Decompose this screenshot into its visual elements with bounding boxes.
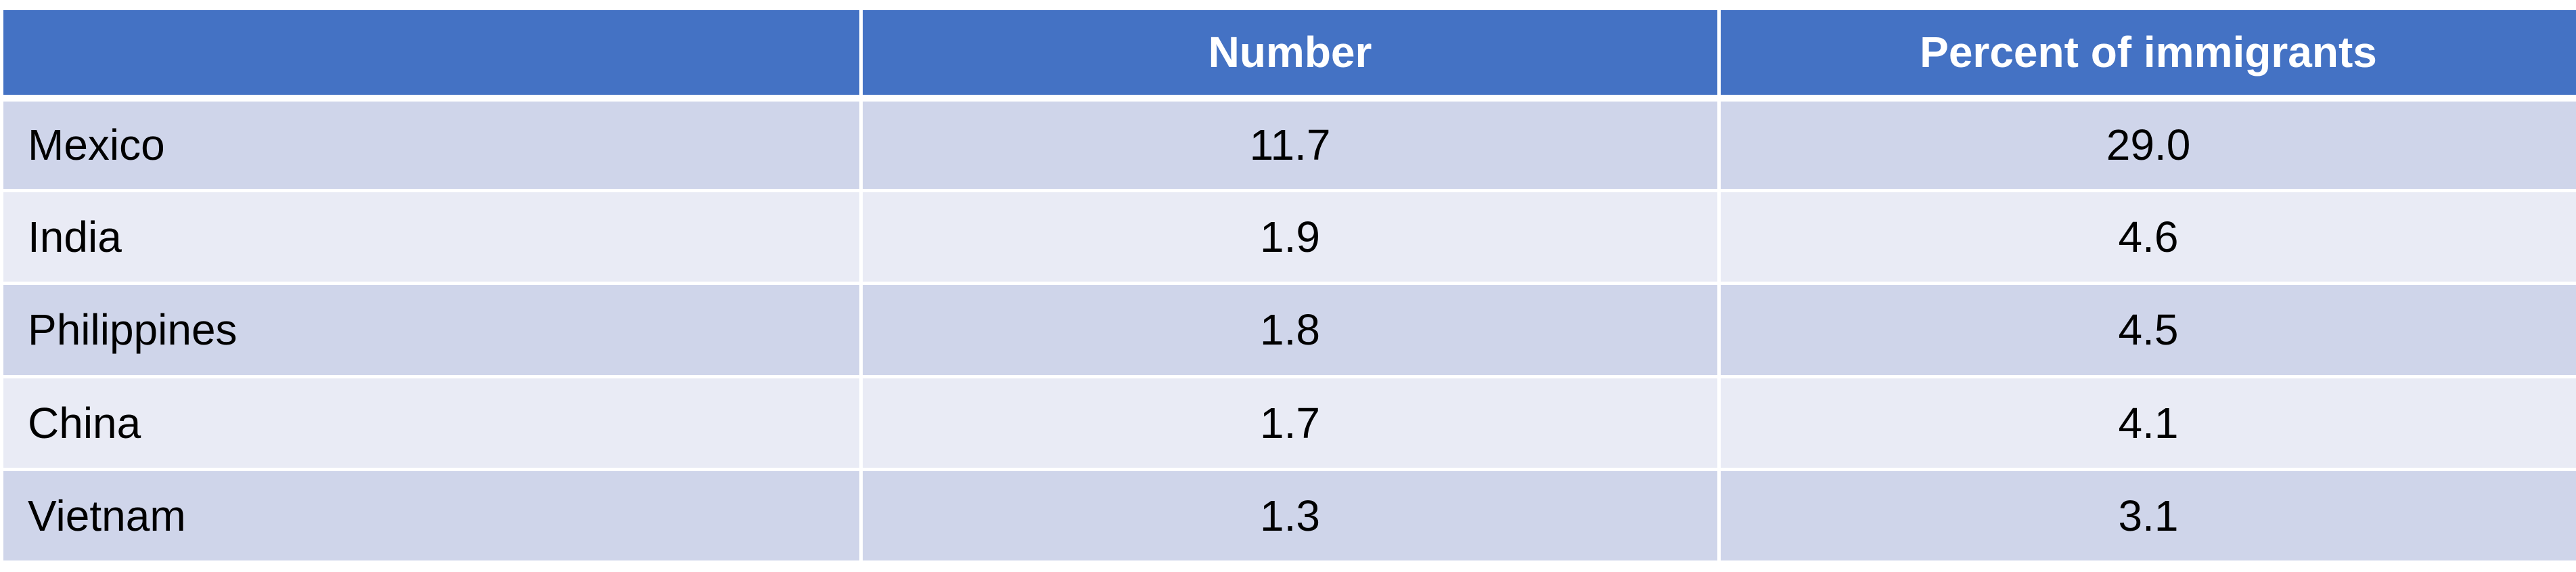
- country-cell: India: [0, 189, 863, 286]
- percent-cell: 4.5: [1717, 282, 2576, 378]
- number-cell: 1.8: [859, 282, 1721, 378]
- table-row: Vietnam 1.3 3.1: [0, 467, 2576, 565]
- immigrant-origin-table: Number Percent of immigrants Mexico 11.7…: [0, 7, 2576, 565]
- table-row: Mexico 11.7 29.0: [0, 95, 2576, 193]
- number-cell: 11.7: [859, 95, 1721, 193]
- header-percent: Percent of immigrants: [1717, 7, 2576, 102]
- country-cell: Mexico: [0, 95, 863, 193]
- number-cell: 1.3: [859, 467, 1721, 565]
- table-row: India 1.9 4.6: [0, 189, 2576, 286]
- country-cell: China: [0, 374, 863, 471]
- header-number: Number: [859, 7, 1721, 102]
- table-header-row: Number Percent of immigrants: [0, 7, 2576, 102]
- percent-cell: 4.1: [1717, 374, 2576, 471]
- percent-cell: 29.0: [1717, 95, 2576, 193]
- number-cell: 1.7: [859, 374, 1721, 471]
- country-cell: Vietnam: [0, 467, 863, 565]
- number-cell: 1.9: [859, 189, 1721, 286]
- percent-cell: 4.6: [1717, 189, 2576, 286]
- header-country: [0, 7, 863, 102]
- table-row: China 1.7 4.1: [0, 374, 2576, 471]
- percent-cell: 3.1: [1717, 467, 2576, 565]
- table-row: Philippines 1.8 4.5: [0, 282, 2576, 378]
- country-cell: Philippines: [0, 282, 863, 378]
- immigrant-origin-table-container: Number Percent of immigrants Mexico 11.7…: [0, 7, 2576, 565]
